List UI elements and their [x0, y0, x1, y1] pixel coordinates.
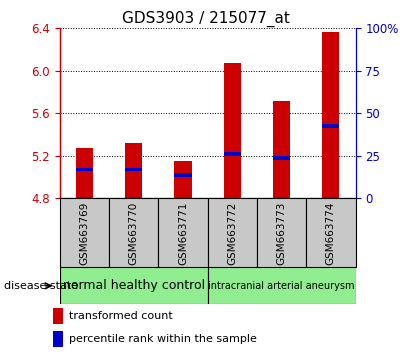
- Text: normal healthy control: normal healthy control: [62, 279, 205, 292]
- Text: intracranial arterial aneurysm: intracranial arterial aneurysm: [208, 281, 355, 291]
- Bar: [224, 152, 241, 155]
- Bar: [273, 156, 290, 160]
- Bar: [174, 173, 192, 177]
- Bar: [125, 143, 142, 198]
- Text: GDS3903 / 215077_at: GDS3903 / 215077_at: [122, 11, 289, 27]
- Text: GSM663769: GSM663769: [79, 202, 89, 265]
- Text: GSM663773: GSM663773: [277, 202, 286, 265]
- Bar: [60, 267, 208, 304]
- Text: GSM663770: GSM663770: [129, 202, 139, 265]
- Bar: [174, 161, 192, 198]
- Bar: [53, 331, 62, 347]
- Text: GSM663771: GSM663771: [178, 202, 188, 265]
- Text: transformed count: transformed count: [69, 311, 173, 321]
- Bar: [76, 168, 93, 171]
- Bar: [273, 101, 290, 198]
- Bar: [53, 308, 62, 324]
- Bar: [158, 198, 208, 267]
- Bar: [60, 198, 109, 267]
- Bar: [208, 198, 257, 267]
- Bar: [109, 198, 158, 267]
- Bar: [208, 267, 356, 304]
- Bar: [257, 198, 306, 267]
- Text: GSM663774: GSM663774: [326, 202, 336, 265]
- Bar: [322, 32, 339, 198]
- Bar: [125, 168, 142, 171]
- Bar: [306, 198, 356, 267]
- Bar: [322, 124, 339, 128]
- Bar: [76, 148, 93, 198]
- Text: percentile rank within the sample: percentile rank within the sample: [69, 334, 257, 344]
- Text: GSM663772: GSM663772: [227, 202, 237, 265]
- Text: disease state: disease state: [4, 281, 78, 291]
- Bar: [224, 63, 241, 198]
